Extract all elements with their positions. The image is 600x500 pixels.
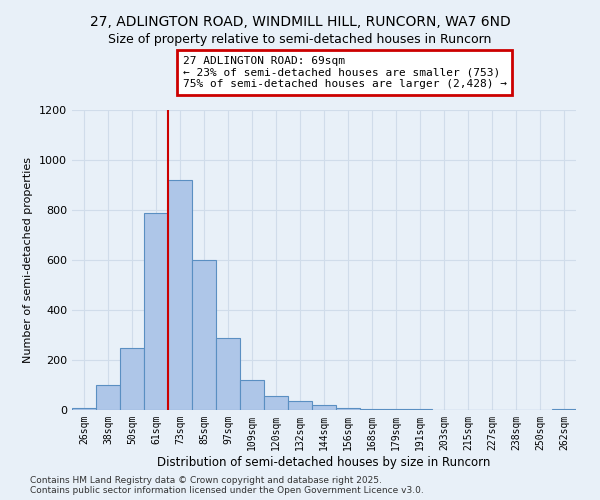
Bar [144, 212, 168, 410]
Bar [360, 409, 384, 410]
Bar [120, 348, 144, 410]
Bar [240, 380, 264, 410]
Bar [192, 260, 216, 410]
Text: Size of property relative to semi-detached houses in Runcorn: Size of property relative to semi-detach… [109, 32, 491, 46]
X-axis label: Distribution of semi-detached houses by size in Runcorn: Distribution of semi-detached houses by … [157, 456, 491, 468]
Bar [552, 409, 576, 410]
Text: Contains HM Land Registry data © Crown copyright and database right 2025.
Contai: Contains HM Land Registry data © Crown c… [30, 476, 424, 495]
Bar [72, 408, 96, 410]
Bar [312, 405, 336, 410]
Bar [336, 408, 360, 410]
Text: 27, ADLINGTON ROAD, WINDMILL HILL, RUNCORN, WA7 6ND: 27, ADLINGTON ROAD, WINDMILL HILL, RUNCO… [89, 15, 511, 29]
Y-axis label: Number of semi-detached properties: Number of semi-detached properties [23, 157, 34, 363]
Bar [96, 385, 120, 410]
Bar [408, 409, 432, 410]
Bar [384, 409, 408, 410]
Bar [264, 396, 288, 410]
Text: 27 ADLINGTON ROAD: 69sqm
← 23% of semi-detached houses are smaller (753)
75% of : 27 ADLINGTON ROAD: 69sqm ← 23% of semi-d… [183, 56, 507, 89]
Bar [216, 338, 240, 410]
Bar [168, 180, 192, 410]
Bar [288, 401, 312, 410]
